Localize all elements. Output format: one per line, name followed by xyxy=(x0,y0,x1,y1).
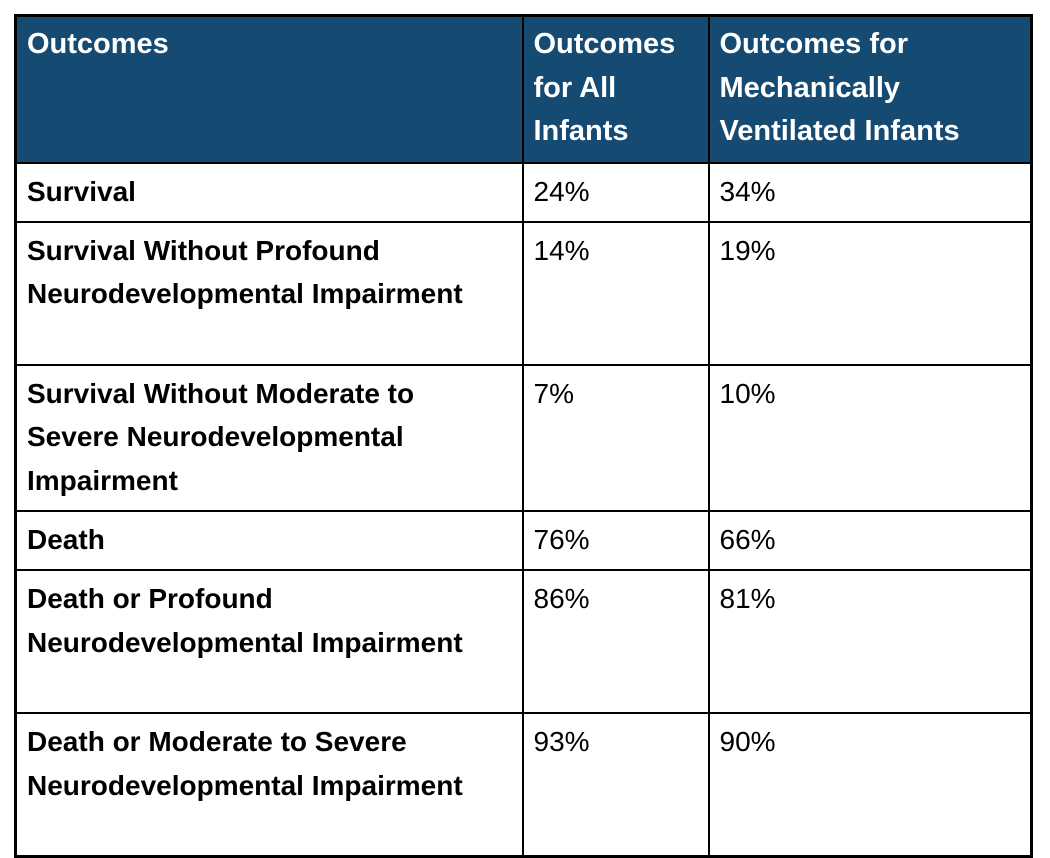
all-infants-value: 93% xyxy=(521,712,710,858)
table-row-survival: Survival 24% 34% xyxy=(14,161,1033,223)
column-header-outcomes: Outcomes xyxy=(14,14,524,164)
outcomes-table-container: Outcomes Outcomes for All Infants Outcom… xyxy=(14,14,1033,858)
table-row-death-or-profound: Death or Profound Neurodevelopmental Imp… xyxy=(14,569,1033,715)
outcome-label: Survival Without Moderate to Severe Neur… xyxy=(14,363,524,513)
outcomes-table: Outcomes Outcomes for All Infants Outcom… xyxy=(14,14,1033,858)
table-row-survival-without-profound: Survival Without Profound Neurodevelopme… xyxy=(14,220,1033,366)
ventilated-value: 10% xyxy=(707,363,1033,513)
table-row-death-or-moderate-severe: Death or Moderate to Severe Neurodevelop… xyxy=(14,712,1033,858)
all-infants-value: 24% xyxy=(521,161,710,223)
column-header-ventilated-infants: Outcomes for Mechanically Ventilated Inf… xyxy=(707,14,1033,164)
outcome-label: Survival Without Profound Neurodevelopme… xyxy=(14,220,524,366)
table-row-survival-without-moderate-severe: Survival Without Moderate to Severe Neur… xyxy=(14,363,1033,513)
outcome-label: Death or Profound Neurodevelopmental Imp… xyxy=(14,569,524,715)
table-row-death: Death 76% 66% xyxy=(14,510,1033,572)
outcome-label: Death or Moderate to Severe Neurodevelop… xyxy=(14,712,524,858)
ventilated-value: 81% xyxy=(707,569,1033,715)
header-row: Outcomes Outcomes for All Infants Outcom… xyxy=(14,14,1033,164)
outcome-label: Death xyxy=(14,510,524,572)
all-infants-value: 76% xyxy=(521,510,710,572)
column-header-all-infants: Outcomes for All Infants xyxy=(521,14,710,164)
all-infants-value: 7% xyxy=(521,363,710,513)
all-infants-value: 14% xyxy=(521,220,710,366)
ventilated-value: 34% xyxy=(707,161,1033,223)
outcome-label: Survival xyxy=(14,161,524,223)
ventilated-value: 66% xyxy=(707,510,1033,572)
ventilated-value: 90% xyxy=(707,712,1033,858)
ventilated-value: 19% xyxy=(707,220,1033,366)
all-infants-value: 86% xyxy=(521,569,710,715)
